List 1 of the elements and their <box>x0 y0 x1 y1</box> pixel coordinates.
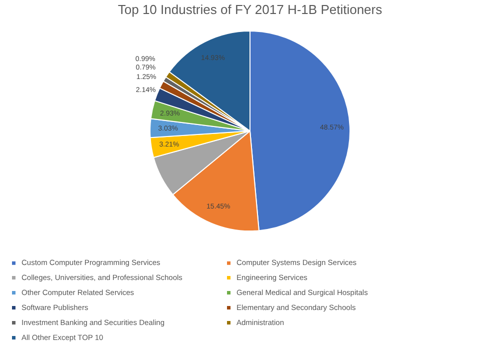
chart-title: Top 10 Industries of FY 2017 H-1B Petitioners <box>118 2 383 17</box>
